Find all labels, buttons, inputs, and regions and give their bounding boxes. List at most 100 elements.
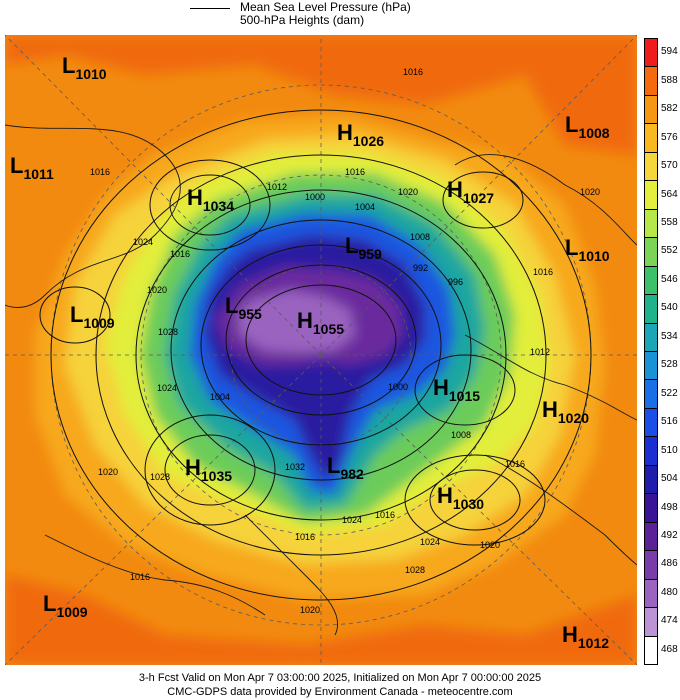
- colorbar-tick-label: 564: [661, 188, 678, 200]
- legend-pressure-label: Mean Sea Level Pressure (hPa): [240, 0, 411, 14]
- coastlines: [5, 124, 637, 636]
- isobar-label: 1020: [480, 540, 500, 550]
- colorbar-swatch: [644, 322, 658, 352]
- isobar-label: 1016: [345, 167, 365, 177]
- system-value: 1027: [462, 190, 495, 206]
- system-value: 1009: [56, 604, 88, 620]
- colorbar-swatch: [644, 635, 658, 665]
- isobar-legend-line: [190, 8, 230, 9]
- pressure-system-label: L1009: [43, 591, 88, 620]
- colorbar-tick-label: 516: [661, 416, 678, 428]
- colorbar-swatch: [644, 38, 658, 68]
- legend-heights-label: 500-hPa Heights (dam): [240, 13, 365, 27]
- isobar-label: 1012: [530, 347, 550, 357]
- colorbar-swatch: [644, 94, 658, 125]
- pressure-system-label: L959: [345, 233, 382, 262]
- colorbar-tick-label: 588: [661, 74, 678, 86]
- colorbar-swatch: [644, 607, 658, 637]
- system-type: H: [185, 455, 201, 480]
- isobar-labels: 1016 1012 1016 1004 1000 1020 1008 1016 …: [90, 67, 600, 615]
- pressure-system-label: H1030: [437, 483, 485, 512]
- system-value: 1015: [448, 388, 481, 404]
- system-type: L: [62, 53, 76, 78]
- colorbar-tick-label: 570: [661, 160, 678, 172]
- colorbar-tick-label: 576: [661, 131, 678, 143]
- isobar-label: 1028: [158, 327, 178, 337]
- system-value: 1008: [578, 125, 610, 141]
- pressure-system-label: H1012: [562, 622, 609, 651]
- system-value: 1010: [75, 66, 107, 82]
- pressure-system-label: H1027: [447, 177, 495, 206]
- system-type: L: [565, 235, 579, 260]
- system-type: L: [43, 591, 57, 616]
- colorbar-tick-label: 522: [661, 387, 678, 399]
- height-bands: [5, 35, 637, 665]
- isobar-label: 1024: [342, 515, 362, 525]
- pressure-system-label: H1020: [542, 397, 590, 426]
- system-value: 1026: [352, 133, 385, 149]
- colorbar-swatch: [644, 550, 658, 580]
- colorbar-swatch: [644, 521, 658, 552]
- height-colorbar: [644, 38, 658, 665]
- colorbar-tick-label: 510: [661, 444, 678, 456]
- pressure-system-label: H1055: [297, 308, 345, 337]
- pressure-system-label: L1010: [565, 235, 610, 264]
- system-value: 955: [238, 306, 262, 322]
- system-value: 1011: [23, 166, 54, 182]
- colorbar-swatch: [644, 237, 658, 267]
- pressure-system-label: H1015: [433, 375, 481, 404]
- pressure-system-label: H1034: [187, 185, 234, 214]
- system-type: H: [433, 375, 449, 400]
- height-field-map: 1016 1012 1016 1004 1000 1020 1008 1016 …: [5, 35, 637, 665]
- pressure-system-label: L1011: [10, 153, 54, 182]
- system-type: H: [297, 308, 313, 333]
- band-588-b: [5, 575, 637, 665]
- isobar-label: 1008: [410, 232, 430, 242]
- colorbar-swatch: [644, 66, 658, 96]
- colorbar-swatch: [644, 436, 658, 466]
- isobar-label: 1020: [147, 285, 167, 295]
- colorbar-swatch: [644, 123, 658, 153]
- colorbar-tick-label: 552: [661, 245, 678, 257]
- system-value: 1055: [312, 321, 345, 337]
- colorbar-tick-label: 480: [661, 586, 678, 598]
- isobar-label: 1032: [285, 462, 305, 472]
- isobar-label: 1000: [388, 382, 408, 392]
- colorbar-tick-label: 474: [661, 615, 678, 627]
- system-type: L: [225, 293, 239, 318]
- system-type: L: [565, 112, 579, 137]
- system-type: H: [187, 185, 203, 210]
- isobar-label: 1008: [451, 430, 471, 440]
- system-value: 1020: [557, 410, 590, 426]
- pressure-system-label: H1035: [185, 455, 233, 484]
- colorbar-swatch: [644, 180, 658, 210]
- colorbar-tick-label: 528: [661, 359, 678, 371]
- forecast-valid-caption: 3-h Fcst Valid on Mon Apr 7 03:00:00 202…: [138, 672, 542, 684]
- system-value: 959: [358, 246, 382, 262]
- isobar-label: 1028: [150, 472, 170, 482]
- isobar-label: 1016: [533, 267, 553, 277]
- isobar-label: 1016: [403, 67, 423, 77]
- system-type: H: [437, 483, 453, 508]
- colorbar-swatch: [644, 379, 658, 409]
- colorbar-tick-label: 582: [661, 103, 678, 115]
- colorbar-tick-label: 504: [661, 473, 678, 485]
- system-value: 1030: [452, 496, 485, 512]
- colorbar-tick-label: 594: [661, 46, 678, 58]
- isobar-label: 992: [413, 263, 428, 273]
- system-value: 982: [340, 466, 364, 482]
- isobar-label: 1020: [98, 467, 118, 477]
- pressure-system-label: L982: [327, 453, 364, 482]
- isobar-label: 1016: [90, 167, 110, 177]
- isobar-label: 1024: [133, 237, 153, 247]
- isobar-label: 1020: [398, 187, 418, 197]
- polar-map: 1016 1012 1016 1004 1000 1020 1008 1016 …: [5, 35, 637, 665]
- isobar-label: 1024: [420, 537, 440, 547]
- system-value: 1035: [200, 468, 233, 484]
- system-type: L: [327, 453, 341, 478]
- colorbar-swatch: [644, 294, 658, 324]
- isobar-label: 1012: [267, 182, 287, 192]
- colorbar-swatch: [644, 208, 658, 239]
- system-type: H: [542, 397, 558, 422]
- colorbar-tick-label: 492: [661, 529, 678, 541]
